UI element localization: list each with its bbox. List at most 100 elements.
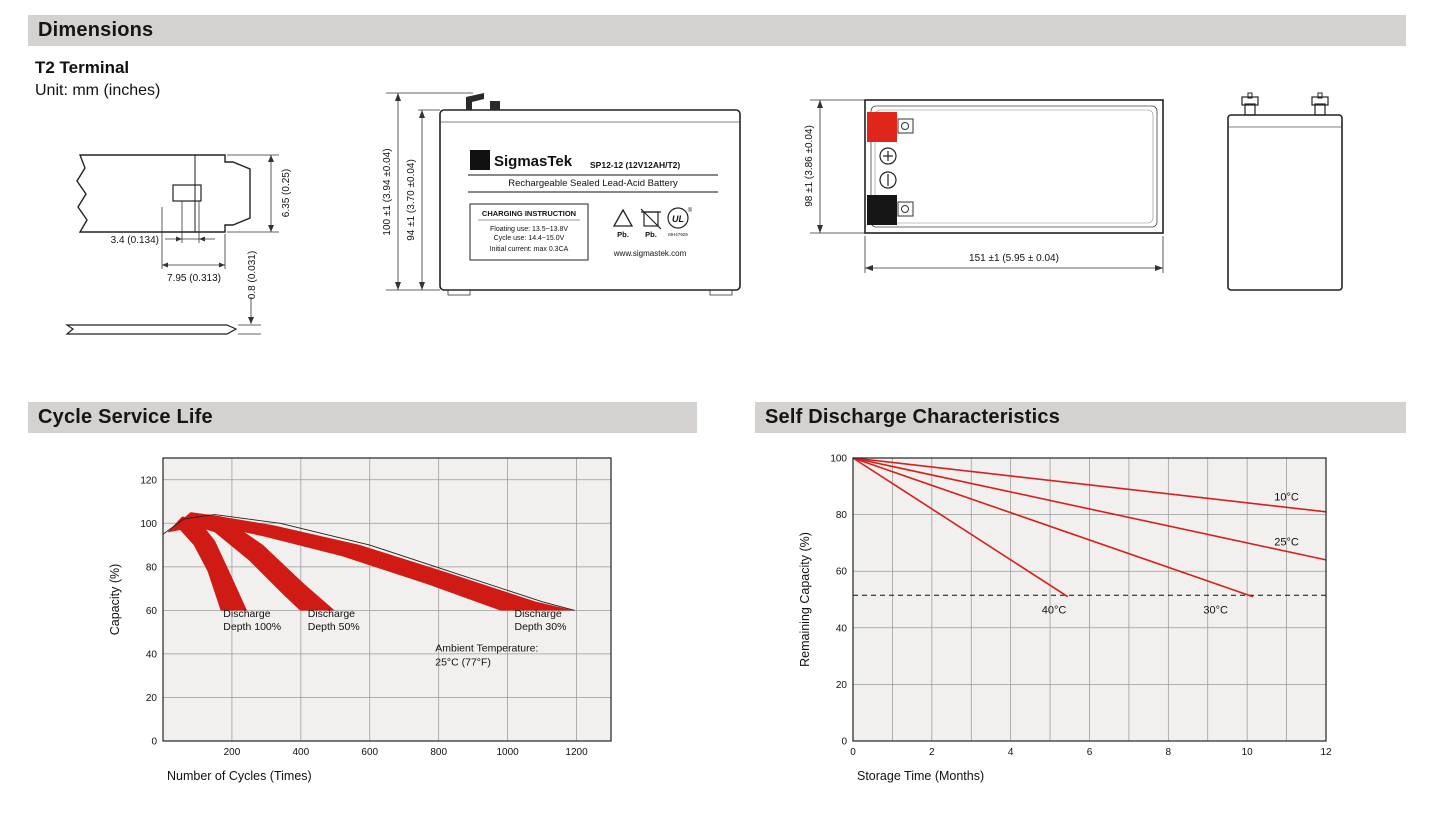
side-view-drawing xyxy=(1220,82,1355,312)
x-tick-label: 4 xyxy=(1008,747,1014,758)
dim-overall-height-label: 100 ±1 (3.94 ±0.04) xyxy=(382,148,393,235)
dim-151: 151 ±1 (5.95 ± 0.04) xyxy=(864,236,1164,273)
discharge-depth-band xyxy=(168,514,573,611)
terminal-cross-section-drawing: 6.35 (0.25) 3.4 (0.134) 7.95 (0.313) 0.8… xyxy=(55,135,305,365)
battery-case-front xyxy=(439,109,741,291)
chart-annotation: 25°C (77°F) xyxy=(435,657,491,669)
y-tick-label: 40 xyxy=(836,623,848,634)
ul-mark-icon: UL ® MH47929 xyxy=(667,207,693,237)
charging-line-3: Initial current: max 0.3CA xyxy=(490,246,569,253)
brand-name: SigmasTek xyxy=(494,153,573,170)
y-tick-label: 0 xyxy=(151,737,157,748)
y-tick-label: 80 xyxy=(836,510,848,521)
x-tick-label: 2 xyxy=(929,747,935,758)
y-axis-title: Capacity (%) xyxy=(108,564,122,636)
x-tick-label: 600 xyxy=(361,747,378,758)
series-label: 25°C xyxy=(1274,537,1299,549)
terminal-profile-shape xyxy=(76,154,251,233)
series-label: 10°C xyxy=(1274,491,1299,503)
x-tick-label: 1200 xyxy=(565,747,588,758)
capacity-outline-curve xyxy=(162,514,575,611)
series-line xyxy=(852,457,1327,513)
recycle-pb-icon: Pb. xyxy=(612,208,634,239)
y-tick-label: 0 xyxy=(841,737,847,748)
ul-mark-text: UL xyxy=(672,214,684,224)
top-view-svg: 98 ±1 (3.86 ±0.04) 151 ±1 (5.95 ± 0.04) xyxy=(804,99,1164,273)
y-tick-label: 20 xyxy=(836,680,848,691)
ul-file-number: MH47929 xyxy=(668,232,688,237)
y-tick-label: 120 xyxy=(140,475,157,486)
y-tick-label: 60 xyxy=(146,606,158,617)
series-line xyxy=(852,457,1327,561)
y-tick-label: 20 xyxy=(146,693,158,704)
dim-terminal-height-label: 6.35 (0.25) xyxy=(281,169,292,217)
dim-94: 94 ±1 (3.70 ±0.04) xyxy=(406,109,440,290)
x-tick-label: 10 xyxy=(1242,747,1254,758)
y-axis-title: Remaining Capacity (%) xyxy=(798,532,812,667)
x-tick-label: 1000 xyxy=(496,747,519,758)
cycle-service-life-chart: 200 400 600 800 1000 1200 0 20 40 60 80 100 120 Disch… xyxy=(105,448,625,798)
plot-border xyxy=(162,457,612,742)
lid-inner-rim-2 xyxy=(874,109,1154,224)
series-label: 30°C xyxy=(1203,605,1228,617)
negative-terminal-tab xyxy=(897,201,914,217)
charging-box-title: CHARGING INSTRUCTION xyxy=(482,209,576,218)
plot-border xyxy=(852,457,1327,742)
side-view-svg xyxy=(1227,92,1343,291)
y-tick-label: 40 xyxy=(146,649,158,660)
dim-terminal-hole-label: 3.4 (0.134) xyxy=(111,235,159,246)
charging-line-1: Floating use: 13.5~13.8V xyxy=(490,226,568,233)
dim-6-35: 6.35 (0.25) xyxy=(227,154,292,233)
terminal-type-heading: T2 Terminal xyxy=(35,58,130,77)
section-header-cycle-service-life: Cycle Service Life xyxy=(28,402,697,433)
charging-instruction-box: CHARGING INSTRUCTION Floating use: 13.5~… xyxy=(469,203,589,261)
band-label: Depth 100% xyxy=(223,621,281,633)
dim-98: 98 ±1 (3.86 ±0.04) xyxy=(804,99,865,234)
series-line xyxy=(852,457,1069,598)
website-url: www.sigmastek.com xyxy=(613,249,687,258)
band-label: Depth 50% xyxy=(308,621,360,633)
x-tick-label: 400 xyxy=(293,747,310,758)
self-discharge-chart-svg: 10°C 25°C 30°C 40°C 0 2 4 6 8 10 12 0 20 40 60 80 100 Sto… xyxy=(798,454,1332,784)
pb-label-2: Pb. xyxy=(645,230,657,239)
pb-label-1: Pb. xyxy=(617,230,629,239)
x-tick-label: 200 xyxy=(224,747,241,758)
terminal-drawing-svg: 6.35 (0.25) 3.4 (0.134) 7.95 (0.313) 0.8… xyxy=(65,154,292,335)
x-tick-label: 800 xyxy=(430,747,447,758)
x-tick-label: 0 xyxy=(850,747,856,758)
series-line xyxy=(852,457,1254,598)
side-terminal-1 xyxy=(1241,92,1259,116)
unit-note: Unit: mm (inches) xyxy=(35,82,161,99)
section-header-dimensions: Dimensions xyxy=(28,15,1406,46)
polarity-plus-symbol xyxy=(879,147,897,165)
terminal-tab-1 xyxy=(466,93,484,110)
battery-foot-right xyxy=(709,289,733,296)
model-number: SP12-12 (12V12AH/T2) xyxy=(590,160,680,170)
terminal-hole xyxy=(172,184,202,202)
dim-100: 100 ±1 (3.94 ±0.04) xyxy=(382,92,473,291)
battery-case-top xyxy=(864,99,1164,234)
sigma-logo-glyph: Σ xyxy=(475,153,484,170)
terminal-blade-shape xyxy=(65,324,238,335)
terminal-tab-2 xyxy=(490,101,500,110)
ul-registered-symbol: ® xyxy=(688,207,693,214)
y-tick-label: 100 xyxy=(830,454,847,465)
negative-tab-hole xyxy=(901,205,909,213)
front-view-svg: 100 ±1 (3.94 ±0.04) 94 ±1 (3.70 ±0.04) Σ… xyxy=(382,92,741,296)
dim-0-8: 0.8 (0.031) xyxy=(238,251,261,335)
x-tick-label: 8 xyxy=(1166,747,1172,758)
x-axis-title: Storage Time (Months) xyxy=(857,769,984,783)
x-tick-label: 12 xyxy=(1320,747,1332,758)
self-discharge-chart: 10°C 25°C 30°C 40°C 0 2 4 6 8 10 12 0 20 40 60 80 100 Sto… xyxy=(795,448,1340,798)
dim-case-height-label: 94 ±1 (3.70 ±0.04) xyxy=(406,159,417,241)
dim-3-4: 3.4 (0.134) xyxy=(111,201,215,246)
band-label: Discharge xyxy=(308,608,355,620)
x-tick-label: 6 xyxy=(1087,747,1093,758)
series-label: 40°C xyxy=(1042,605,1067,617)
band-label: Discharge xyxy=(223,608,270,620)
cycle-service-life-chart-svg: 200 400 600 800 1000 1200 0 20 40 60 80 100 120 Disch… xyxy=(108,457,612,783)
negative-terminal-marker xyxy=(867,195,897,225)
band-label: Depth 30% xyxy=(515,621,567,633)
section-header-self-discharge: Self Discharge Characteristics xyxy=(755,402,1406,433)
positive-terminal-tab xyxy=(897,118,914,134)
